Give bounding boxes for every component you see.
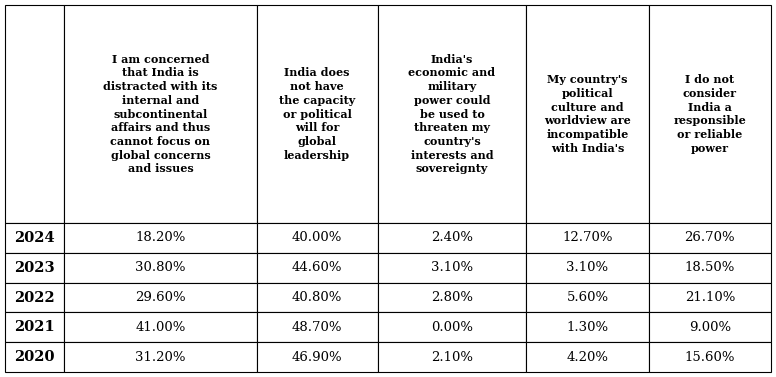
Bar: [378, 313, 526, 342]
Bar: [526, 283, 649, 313]
Bar: [526, 253, 649, 283]
Text: 12.70%: 12.70%: [563, 231, 613, 244]
Bar: [649, 223, 771, 253]
Bar: [649, 253, 771, 283]
Text: 21.10%: 21.10%: [684, 291, 735, 304]
Text: 2.40%: 2.40%: [431, 231, 473, 244]
Text: 2023: 2023: [15, 261, 55, 275]
Bar: [526, 313, 649, 342]
Text: 2022: 2022: [14, 291, 55, 305]
Text: 4.20%: 4.20%: [566, 351, 608, 363]
Text: 40.80%: 40.80%: [292, 291, 342, 304]
Bar: [257, 5, 378, 223]
Text: 3.10%: 3.10%: [566, 261, 608, 274]
Bar: [64, 253, 257, 283]
Text: 41.00%: 41.00%: [135, 321, 185, 334]
Text: 1.30%: 1.30%: [566, 321, 608, 334]
Bar: [378, 342, 526, 372]
Text: I do not
consider
India a
responsible
or reliable
power: I do not consider India a responsible or…: [674, 74, 747, 154]
Bar: [5, 253, 64, 283]
Text: India's
economic and
military
power could
be used to
threaten my
country's
inter: India's economic and military power coul…: [408, 54, 496, 174]
Text: 18.20%: 18.20%: [135, 231, 185, 244]
Text: 30.80%: 30.80%: [135, 261, 185, 274]
Text: 15.60%: 15.60%: [684, 351, 735, 363]
Text: 2024: 2024: [15, 231, 55, 245]
Text: 0.00%: 0.00%: [431, 321, 473, 334]
Text: 5.60%: 5.60%: [566, 291, 608, 304]
Text: 2021: 2021: [14, 320, 55, 334]
Bar: [378, 223, 526, 253]
Bar: [378, 253, 526, 283]
Bar: [649, 283, 771, 313]
Text: 46.90%: 46.90%: [292, 351, 342, 363]
Bar: [64, 283, 257, 313]
Bar: [526, 223, 649, 253]
Text: 26.70%: 26.70%: [684, 231, 735, 244]
Bar: [649, 313, 771, 342]
Text: 3.10%: 3.10%: [431, 261, 473, 274]
Bar: [526, 342, 649, 372]
Bar: [257, 313, 378, 342]
Bar: [257, 253, 378, 283]
Text: 29.60%: 29.60%: [135, 291, 185, 304]
Bar: [64, 313, 257, 342]
Text: 2020: 2020: [15, 350, 55, 364]
Bar: [649, 5, 771, 223]
Text: 18.50%: 18.50%: [684, 261, 735, 274]
Bar: [649, 342, 771, 372]
Text: 2.10%: 2.10%: [431, 351, 473, 363]
Bar: [5, 313, 64, 342]
Bar: [526, 5, 649, 223]
Text: 9.00%: 9.00%: [689, 321, 731, 334]
Bar: [378, 283, 526, 313]
Bar: [5, 342, 64, 372]
Bar: [5, 223, 64, 253]
Text: India does
not have
the capacity
or political
will for
global
leadership: India does not have the capacity or poli…: [279, 67, 355, 161]
Text: 48.70%: 48.70%: [292, 321, 342, 334]
Bar: [64, 223, 257, 253]
Bar: [5, 283, 64, 313]
Text: 44.60%: 44.60%: [292, 261, 342, 274]
Bar: [64, 5, 257, 223]
Text: 40.00%: 40.00%: [292, 231, 342, 244]
Text: My country's
political
culture and
worldview are
incompatible
with India's: My country's political culture and world…: [544, 74, 631, 154]
Bar: [378, 5, 526, 223]
Bar: [257, 283, 378, 313]
Text: I am concerned
that India is
distracted with its
internal and
subcontinental
aff: I am concerned that India is distracted …: [103, 54, 218, 174]
Text: 31.20%: 31.20%: [135, 351, 185, 363]
Bar: [5, 5, 64, 223]
Bar: [257, 223, 378, 253]
Bar: [64, 342, 257, 372]
Bar: [257, 342, 378, 372]
Text: 2.80%: 2.80%: [431, 291, 473, 304]
